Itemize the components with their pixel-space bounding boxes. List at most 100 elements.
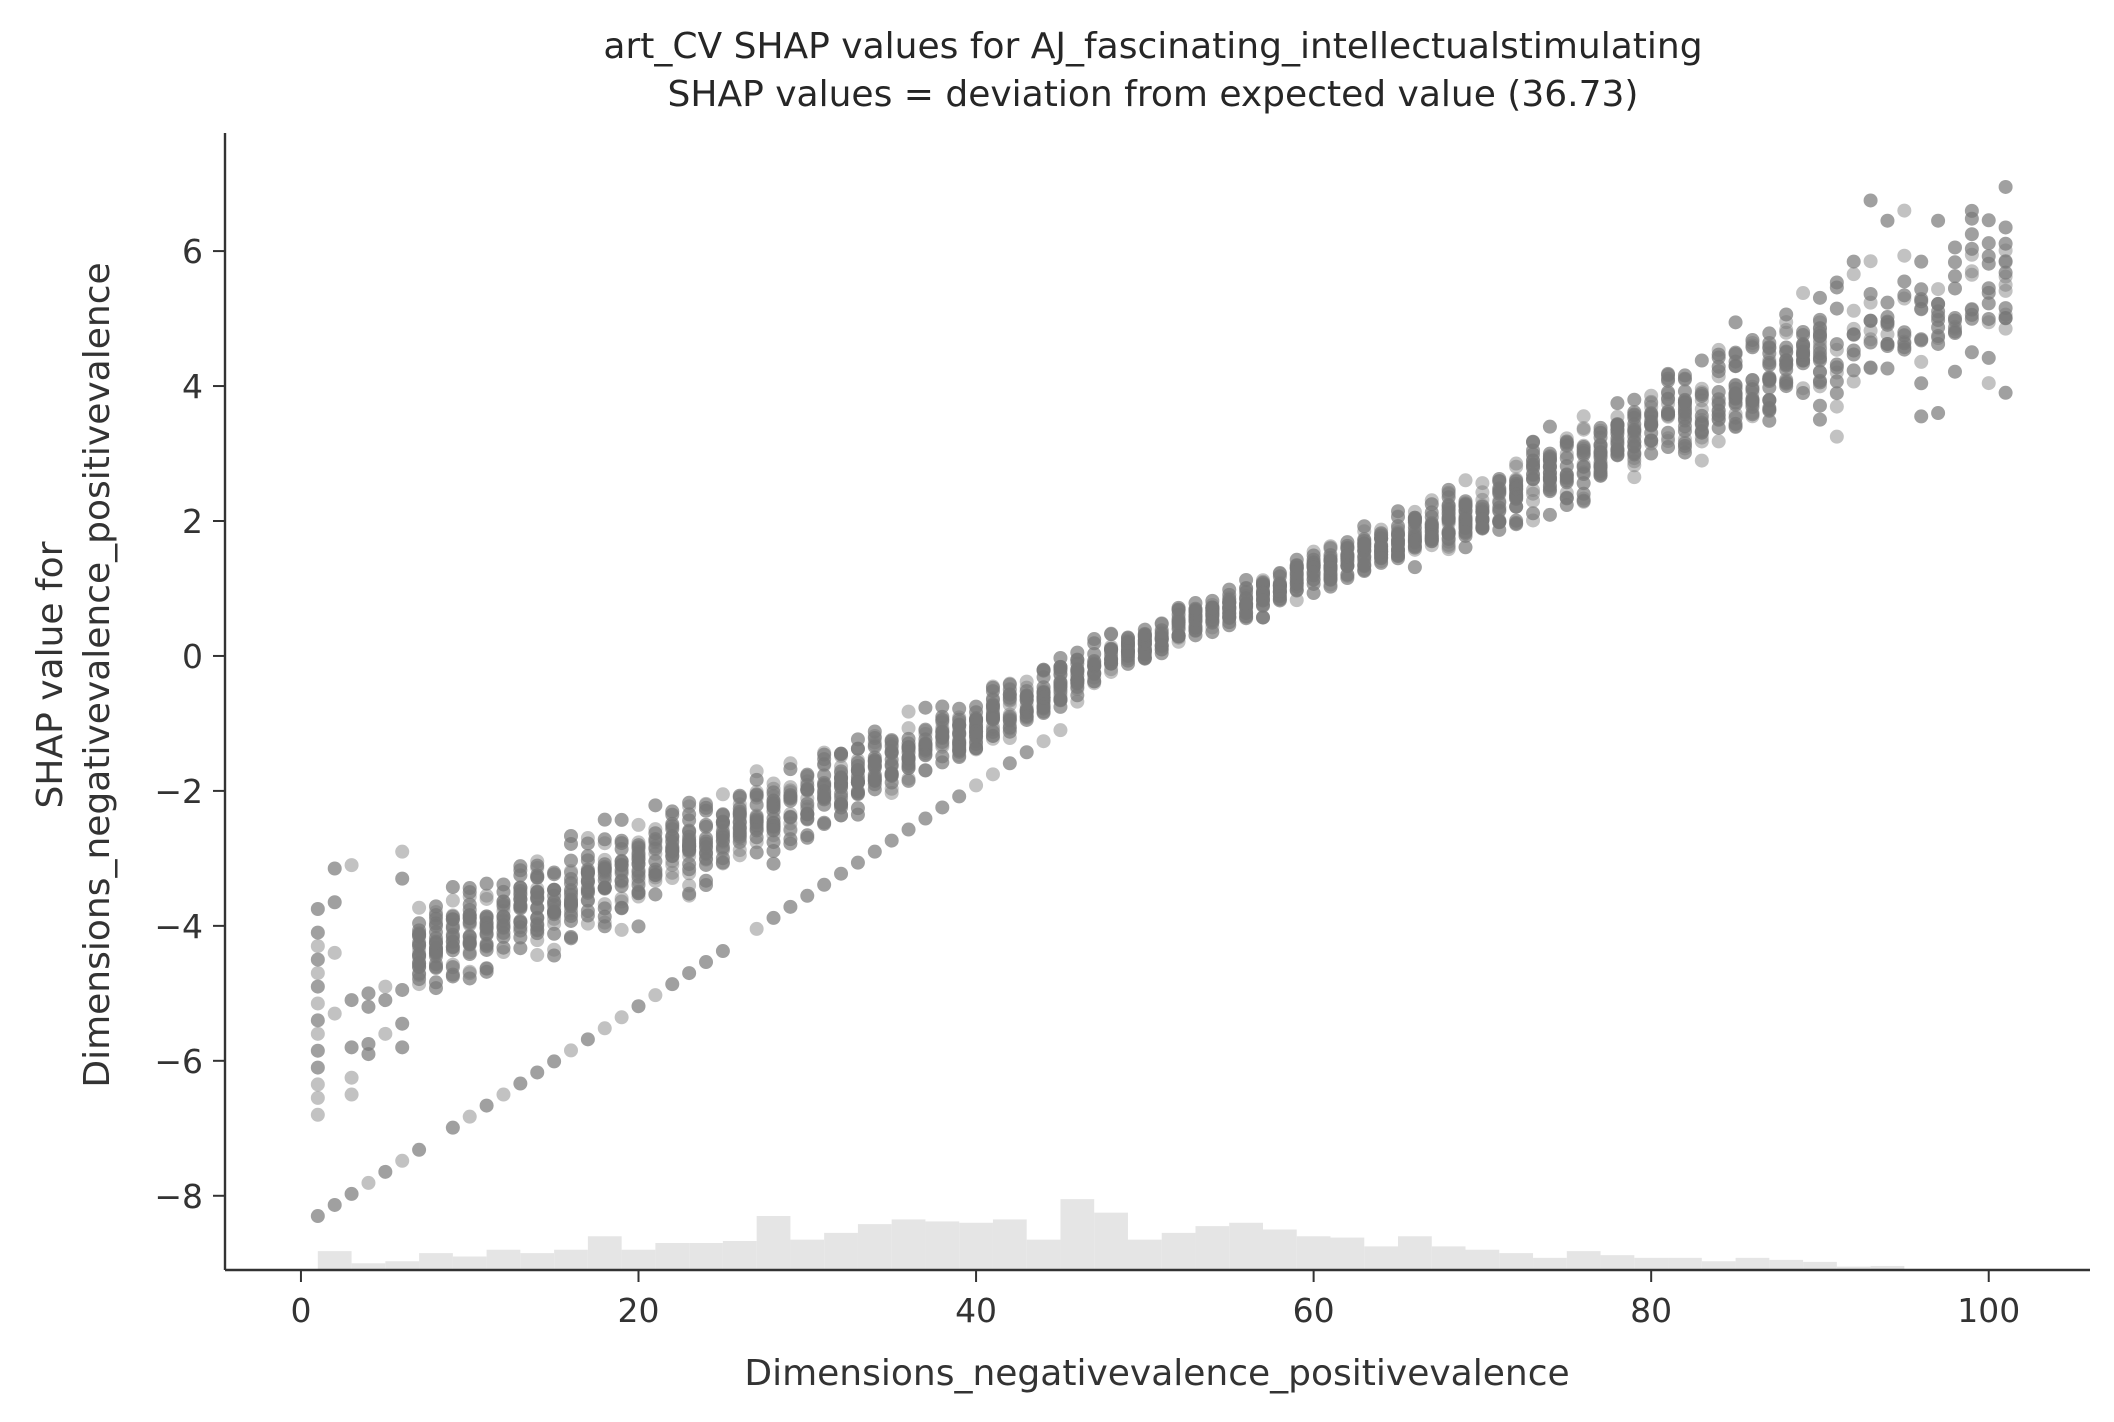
data-point [918, 700, 933, 715]
data-point [867, 739, 882, 754]
data-point [817, 768, 832, 783]
data-point [969, 742, 984, 757]
y-tick-label: 0 [182, 637, 203, 676]
data-point [631, 864, 646, 879]
data-point [1812, 342, 1827, 357]
data-point [749, 808, 764, 823]
data-point [1627, 392, 1642, 407]
data-point [462, 945, 477, 960]
data-point [1593, 449, 1608, 464]
data-point [1863, 360, 1878, 375]
data-point [1644, 433, 1659, 448]
data-point [817, 745, 832, 760]
data-point [563, 883, 578, 898]
data-point [496, 925, 511, 940]
data-point [884, 767, 899, 782]
data-point [614, 922, 629, 937]
data-point [1526, 460, 1541, 475]
data-point [901, 731, 916, 746]
data-point [901, 771, 916, 786]
data-point [952, 789, 967, 804]
data-point [1762, 371, 1777, 386]
data-point [1947, 321, 1962, 336]
data-point [1677, 436, 1692, 451]
data-point [1711, 408, 1726, 423]
data-point [428, 975, 443, 990]
data-point [682, 886, 697, 901]
data-point [1947, 311, 1962, 326]
data-point [530, 948, 545, 963]
data-point [952, 733, 967, 748]
data-point [1542, 446, 1557, 461]
histogram-bar [857, 1224, 892, 1270]
data-point [766, 781, 781, 796]
data-point [1863, 193, 1878, 208]
data-point [1002, 697, 1017, 712]
data-point [867, 754, 882, 769]
data-point [952, 710, 967, 725]
data-point [1812, 349, 1827, 364]
data-point [1391, 519, 1406, 534]
data-point [1644, 407, 1659, 422]
data-point [1154, 625, 1169, 640]
data-point [1829, 429, 1844, 444]
data-point [867, 844, 882, 859]
data-point [1745, 399, 1760, 414]
data-point [918, 737, 933, 752]
data-point [1762, 393, 1777, 408]
data-point [1205, 620, 1220, 635]
data-point [395, 1040, 410, 1055]
data-point [1677, 372, 1692, 387]
data-point [901, 822, 916, 837]
data-point [1205, 600, 1220, 615]
data-point [496, 894, 511, 909]
data-point [1239, 601, 1254, 616]
histogram-bar [1566, 1251, 1601, 1270]
data-point [462, 1109, 477, 1124]
data-point [1188, 601, 1203, 616]
y-tick-label: −4 [154, 907, 203, 946]
data-point [1914, 282, 1929, 297]
data-point [952, 714, 967, 729]
data-point [580, 853, 595, 868]
data-point [732, 790, 747, 805]
data-point [462, 897, 477, 912]
data-point [817, 797, 832, 812]
data-point [563, 885, 578, 900]
data-point [1981, 236, 1996, 251]
y-axis-label-line1: SHAP value for [30, 541, 71, 808]
data-point [1441, 524, 1456, 539]
data-point [530, 870, 545, 885]
data-point [783, 899, 798, 914]
data-point [1947, 281, 1962, 296]
data-point [1323, 548, 1338, 563]
data-point [479, 1098, 494, 1113]
data-point [1104, 626, 1119, 641]
data-point [1002, 687, 1017, 702]
data-point [1019, 702, 1034, 717]
data-point [445, 880, 460, 895]
data-point [1627, 451, 1642, 466]
data-point [749, 845, 764, 860]
data-point [1070, 662, 1085, 677]
data-point [513, 941, 528, 956]
data-point [1846, 254, 1861, 269]
data-point [1829, 357, 1844, 372]
data-point [952, 743, 967, 758]
data-point [1829, 399, 1844, 414]
data-point [614, 842, 629, 857]
data-point [1137, 650, 1152, 665]
data-point [580, 831, 595, 846]
histogram-bar [790, 1239, 825, 1270]
data-point [1509, 499, 1524, 514]
data-point [1542, 478, 1557, 493]
data-point [1897, 274, 1912, 289]
data-point [597, 880, 612, 895]
data-point [699, 834, 714, 849]
data-point [1070, 694, 1085, 709]
data-point [631, 877, 646, 892]
data-point [1610, 396, 1625, 411]
data-point [850, 732, 865, 747]
data-point [361, 1036, 376, 1051]
data-point [665, 865, 680, 880]
